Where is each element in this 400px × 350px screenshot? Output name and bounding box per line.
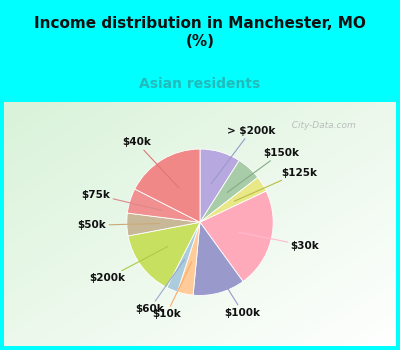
Wedge shape — [200, 177, 266, 222]
Wedge shape — [200, 149, 239, 222]
Text: $200k: $200k — [89, 246, 168, 284]
Text: $30k: $30k — [239, 232, 320, 251]
Wedge shape — [127, 189, 200, 222]
Text: $10k: $10k — [152, 262, 192, 319]
Text: $75k: $75k — [82, 190, 162, 210]
Wedge shape — [193, 222, 243, 295]
Text: $50k: $50k — [78, 220, 160, 230]
Wedge shape — [135, 149, 200, 222]
Wedge shape — [177, 222, 200, 295]
Text: $100k: $100k — [211, 261, 261, 317]
Wedge shape — [200, 191, 273, 281]
Text: Income distribution in Manchester, MO
(%): Income distribution in Manchester, MO (%… — [34, 16, 366, 49]
Wedge shape — [127, 213, 200, 236]
Text: Asian residents: Asian residents — [139, 77, 261, 91]
Text: $60k: $60k — [136, 259, 184, 314]
Text: $40k: $40k — [122, 138, 179, 188]
Text: > $200k: > $200k — [211, 126, 275, 184]
Wedge shape — [167, 222, 200, 292]
Wedge shape — [128, 222, 200, 287]
Text: $125k: $125k — [234, 168, 317, 201]
Text: City-Data.com: City-Data.com — [286, 121, 356, 130]
Wedge shape — [200, 160, 258, 222]
Text: $150k: $150k — [227, 148, 299, 192]
